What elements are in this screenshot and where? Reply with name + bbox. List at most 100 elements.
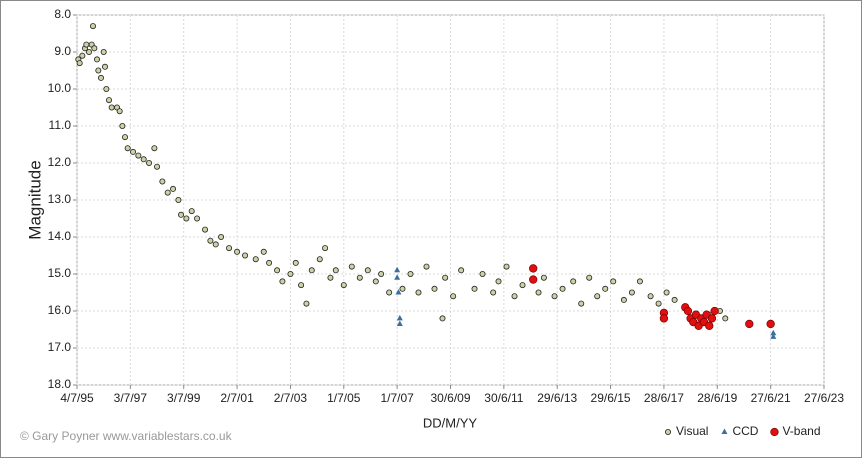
visual-point (83, 41, 90, 48)
x-tick-label: 2/7/01 (220, 391, 254, 405)
v-band-point (529, 275, 538, 284)
y-tick-label: 9.0 (54, 44, 71, 58)
visual-point (399, 285, 406, 292)
visual-point (628, 289, 635, 296)
visual-point (154, 163, 161, 170)
visual-point (511, 293, 518, 300)
v-band-point (745, 319, 754, 329)
visual-point (146, 159, 153, 166)
visual-point (119, 123, 126, 130)
visual-point (503, 263, 510, 270)
visual-point (298, 282, 305, 289)
x-tick-label: 30/6/11 (484, 391, 523, 405)
visual-point (274, 267, 281, 274)
visual-point (86, 49, 93, 56)
credit: © Gary Poyner www.variablestars.co.uk (20, 429, 233, 443)
visual-point (252, 256, 259, 263)
visual-point (106, 97, 113, 104)
visual-point (178, 211, 185, 218)
visual-point (578, 300, 585, 307)
visual-point (135, 152, 142, 159)
v-band-point (683, 306, 693, 316)
visual-point (610, 278, 617, 285)
visual-point (130, 148, 137, 155)
visual-point (194, 215, 201, 222)
x-tick-label: 2/7/03 (274, 391, 308, 405)
y-tick-label: 14.0 (48, 229, 72, 243)
visual-point (164, 189, 171, 196)
ccd-point (396, 320, 403, 326)
visual-point (415, 289, 422, 296)
visual-point (188, 208, 195, 215)
visual-point (551, 293, 558, 300)
x-tick-label: 3/7/99 (167, 391, 201, 405)
visual-point (407, 270, 414, 277)
visual-point (95, 67, 102, 74)
visual-point (159, 178, 166, 185)
visual-point (124, 145, 131, 152)
visual-point (450, 293, 457, 300)
visual-point (90, 23, 97, 30)
x-tick-label: 27/6/23 (804, 391, 844, 405)
visual-point (242, 252, 249, 259)
x-axis-label: DD/M/YY (423, 415, 478, 430)
ccd-point (721, 428, 728, 434)
visual-point (122, 134, 129, 141)
visual-point (602, 285, 609, 292)
visual-point (423, 263, 430, 270)
visual-point (322, 245, 329, 252)
visual-point (207, 237, 214, 244)
visual-point (234, 248, 241, 255)
y-tick-label: 12.0 (48, 155, 72, 169)
visual-point (458, 267, 465, 274)
y-tick-label: 16.0 (48, 303, 72, 317)
visual-point (218, 233, 225, 240)
x-tick-label: 3/7/97 (114, 391, 148, 405)
visual-point (308, 267, 315, 274)
y-tick-label: 13.0 (48, 192, 72, 206)
y-tick-label: 15.0 (48, 266, 72, 280)
legend-label: V-band (782, 424, 820, 438)
v-band-point (770, 427, 779, 437)
x-tick-label: 28/6/19 (697, 391, 737, 405)
ccd-point (770, 333, 777, 339)
visual-point (279, 278, 286, 285)
x-tick-label: 4/7/95 (60, 391, 94, 405)
visual-point (170, 185, 177, 192)
visual-point (202, 226, 209, 233)
visual-point (356, 274, 363, 281)
visual-point (479, 270, 486, 277)
visual-point (79, 52, 86, 59)
visual-point (266, 259, 273, 266)
visual-point (340, 282, 347, 289)
y-tick-label: 11.0 (49, 118, 72, 132)
visual-point (91, 45, 98, 52)
visual-point (140, 156, 147, 163)
x-tick-label: 29/6/15 (591, 391, 631, 405)
visual-point (348, 263, 355, 270)
visual-point (151, 145, 158, 152)
y-tick-label: 18.0 (48, 377, 72, 391)
visual-point (212, 241, 219, 248)
v-band-point (529, 264, 538, 273)
y-tick-label: 8.0 (54, 7, 71, 21)
visual-point (260, 248, 267, 255)
ccd-point (394, 266, 401, 273)
visual-point (183, 215, 190, 222)
visual-point (636, 278, 643, 285)
visual-point (100, 49, 107, 56)
visual-point (722, 315, 729, 322)
visual-point (519, 282, 526, 289)
visual-point (94, 56, 101, 63)
visual-point (671, 296, 678, 303)
visual-point (647, 293, 654, 300)
visual-point (327, 274, 334, 281)
visual-point (442, 274, 449, 281)
visual-point (76, 60, 83, 67)
visual-point (665, 428, 672, 435)
visual-point (98, 74, 105, 81)
visual-point (103, 86, 110, 93)
visual-point (372, 278, 379, 285)
visual-point (175, 196, 182, 203)
